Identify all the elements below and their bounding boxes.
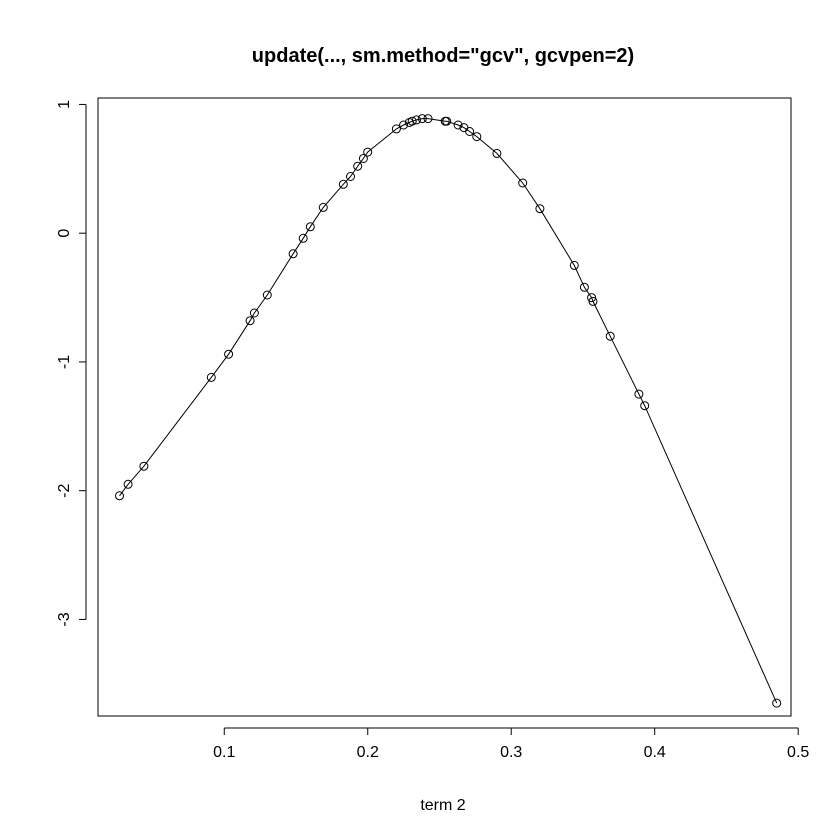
y-tick-label: -2 bbox=[56, 483, 73, 497]
data-point bbox=[472, 132, 482, 142]
data-point bbox=[465, 127, 475, 136]
data-point bbox=[492, 148, 502, 158]
y-axis: -3 -2 -1 0 1 bbox=[56, 100, 87, 627]
data-point bbox=[634, 389, 644, 399]
x-tick-label: 0.5 bbox=[787, 744, 809, 761]
data-point bbox=[579, 282, 589, 292]
data-point bbox=[139, 461, 149, 471]
data-point bbox=[358, 154, 368, 163]
data-point bbox=[417, 114, 427, 124]
data-point bbox=[399, 120, 409, 130]
data-point bbox=[453, 120, 463, 130]
data-point bbox=[318, 202, 328, 212]
data-point bbox=[391, 124, 401, 134]
data-point bbox=[123, 479, 133, 489]
data-point bbox=[353, 161, 363, 171]
data-point bbox=[535, 204, 545, 214]
y-tick-label: -1 bbox=[56, 355, 73, 369]
data-point bbox=[338, 179, 348, 189]
data-point bbox=[587, 293, 597, 303]
data-point bbox=[407, 116, 417, 126]
x-axis-label: term 2 bbox=[420, 797, 465, 814]
x-tick-label: 0.1 bbox=[213, 744, 235, 761]
x-axis: 0.1 0.2 0.3 0.4 0.5 bbox=[213, 727, 809, 761]
data-point bbox=[224, 349, 234, 359]
plot-area-box bbox=[97, 97, 792, 717]
data-point bbox=[442, 116, 452, 126]
data-point bbox=[423, 114, 433, 124]
data-point bbox=[262, 290, 272, 300]
y-tick-label: 0 bbox=[56, 229, 73, 238]
data-point bbox=[249, 308, 259, 318]
data-point bbox=[115, 491, 124, 501]
x-tick-label: 0.4 bbox=[644, 744, 666, 761]
data-point bbox=[640, 401, 650, 411]
data-point bbox=[772, 698, 782, 708]
data-point bbox=[518, 178, 528, 188]
series-layer bbox=[115, 114, 782, 708]
x-tick-label: 0.3 bbox=[500, 744, 522, 761]
data-point bbox=[288, 249, 298, 259]
data-point bbox=[298, 233, 308, 243]
data-point bbox=[346, 172, 355, 181]
data-point bbox=[206, 372, 216, 382]
data-point bbox=[245, 316, 255, 326]
data-point bbox=[569, 260, 579, 270]
y-tick-label: 1 bbox=[56, 100, 73, 109]
data-point bbox=[605, 331, 615, 341]
chart-title: update(..., sm.method="gcv", gcvpen=2) bbox=[252, 45, 634, 67]
data-point bbox=[588, 296, 598, 306]
data-point bbox=[412, 115, 421, 125]
x-tick-label: 0.2 bbox=[357, 744, 379, 761]
y-tick-label: -3 bbox=[56, 612, 73, 626]
data-point bbox=[363, 147, 373, 157]
data-point bbox=[305, 222, 315, 232]
